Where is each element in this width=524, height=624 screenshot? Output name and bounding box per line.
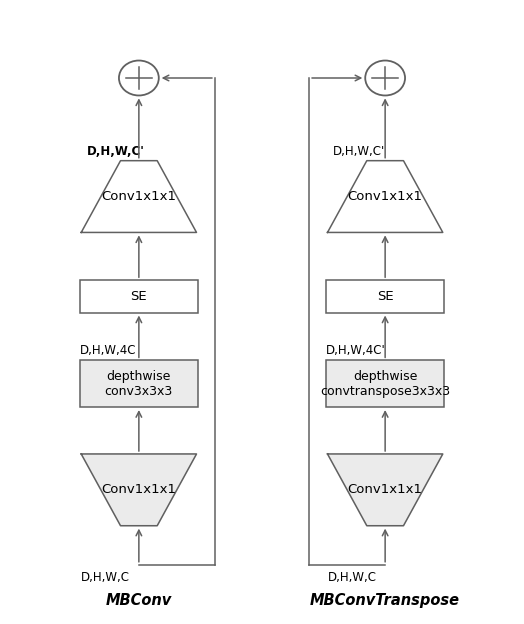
Text: D,H,W,C': D,H,W,C' — [86, 145, 144, 157]
Text: Conv1x1x1: Conv1x1x1 — [101, 190, 177, 203]
Bar — [326, 280, 444, 313]
Text: depthwise
convtranspose3x3x3: depthwise convtranspose3x3x3 — [320, 370, 450, 397]
Text: D,H,W,C: D,H,W,C — [328, 571, 377, 584]
Bar — [80, 280, 198, 313]
Text: D,H,W,4C': D,H,W,4C' — [326, 344, 386, 357]
Text: MBConvTranspose: MBConvTranspose — [310, 593, 460, 608]
Text: MBConv: MBConv — [106, 593, 172, 608]
Text: D,H,W,C': D,H,W,C' — [333, 145, 385, 157]
Text: SE: SE — [130, 290, 147, 303]
Text: D,H,W,4C: D,H,W,4C — [80, 344, 136, 357]
Bar — [326, 360, 444, 407]
Bar — [80, 360, 198, 407]
Text: SE: SE — [377, 290, 394, 303]
Text: Conv1x1x1: Conv1x1x1 — [101, 484, 177, 496]
Polygon shape — [81, 454, 196, 525]
Polygon shape — [81, 160, 196, 232]
Ellipse shape — [119, 61, 159, 95]
Polygon shape — [328, 160, 443, 232]
Text: depthwise
conv3x3x3: depthwise conv3x3x3 — [105, 370, 173, 397]
Text: Conv1x1x1: Conv1x1x1 — [347, 190, 423, 203]
Polygon shape — [328, 454, 443, 525]
Text: Conv1x1x1: Conv1x1x1 — [347, 484, 423, 496]
Text: D,H,W,C: D,H,W,C — [81, 571, 130, 584]
Ellipse shape — [365, 61, 405, 95]
